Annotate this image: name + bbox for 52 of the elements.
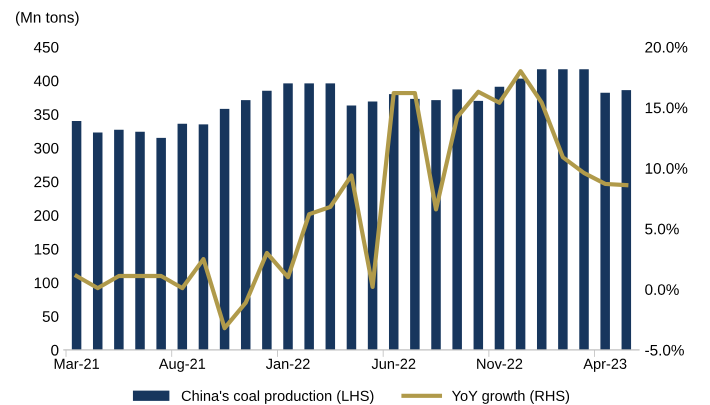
- line-series: [74, 69, 628, 330]
- bar: [600, 92, 610, 350]
- y-tick-label: 450: [34, 42, 58, 53]
- x-tick-label: Jan-22: [266, 358, 310, 369]
- bar: [220, 108, 230, 350]
- bar: [346, 106, 356, 350]
- y2-tick-label: 15.0%: [646, 102, 688, 114]
- bar: [452, 89, 462, 350]
- y-axis-title: (Mn tons): [16, 12, 79, 26]
- bar: [240, 100, 250, 350]
- y-tick-label: 150: [34, 244, 58, 255]
- y-tick-label: 100: [34, 277, 58, 288]
- y-tick-label: 50: [42, 311, 58, 322]
- x-tick-label: Apr-23: [583, 358, 626, 372]
- bar: [536, 69, 546, 350]
- bar: [558, 69, 568, 350]
- y-tick-label: 0: [51, 344, 58, 356]
- y2-tick-label: 10.0%: [646, 163, 688, 174]
- bar: [622, 90, 632, 350]
- legend-label: China's coal production (LHS): [182, 390, 374, 404]
- bar: [494, 86, 504, 350]
- bar: [431, 100, 441, 350]
- bar: [516, 78, 526, 350]
- bar: [114, 130, 124, 350]
- bar: [410, 98, 420, 350]
- bar: [198, 124, 208, 350]
- y-tick-label: 350: [34, 109, 58, 120]
- x-tick-label: Aug-21: [158, 358, 206, 372]
- x-tick-label: Nov-22: [477, 358, 522, 369]
- bar: [156, 138, 166, 350]
- y2-tick-label: 5.0%: [645, 224, 679, 234]
- bar: [262, 90, 272, 350]
- y-tick-label: 200: [34, 210, 58, 221]
- bar: [388, 94, 398, 350]
- bar: [92, 132, 102, 350]
- y2-tick-label: 0.0%: [645, 284, 679, 296]
- y2-tick-label: -5.0%: [645, 344, 684, 356]
- y-tick-label: 400: [34, 76, 58, 86]
- y2-tick-label: 20.0%: [645, 42, 688, 53]
- bar: [304, 83, 314, 350]
- bar: [135, 132, 145, 350]
- bar: [474, 100, 484, 350]
- y-tick-label: 250: [34, 176, 58, 188]
- legend-label: YoY growth (RHS): [452, 390, 570, 404]
- bar: [72, 121, 82, 350]
- y-tick-label: 300: [34, 142, 58, 154]
- bar: [178, 124, 188, 350]
- x-tick-label: Jun-22: [372, 358, 416, 369]
- x-tick-label: Mar-21: [54, 358, 99, 369]
- bar: [579, 69, 589, 350]
- bar: [326, 83, 336, 350]
- bar: [283, 83, 293, 350]
